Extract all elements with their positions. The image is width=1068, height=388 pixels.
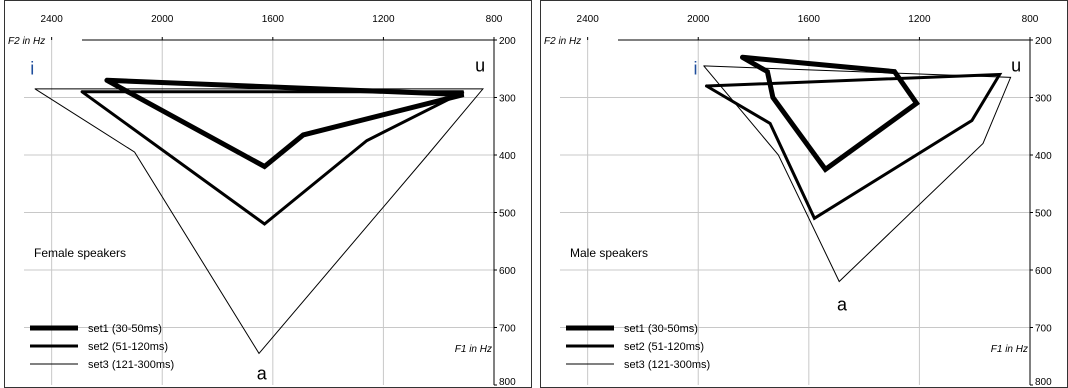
chart-0-vowel-label-i: i	[30, 59, 34, 79]
chart-0-legend-label: set1 (30-50ms)	[88, 323, 162, 335]
chart-0-series-1-line	[104, 77, 465, 170]
chart-1-y-axis-title: F1 in Hz	[991, 344, 1028, 355]
chart-1-y-tick-label: 500	[1035, 209, 1052, 220]
chart-1-y-tick-label: 200	[1035, 36, 1052, 47]
chart-1-legend: set1 (30-50ms) set2 (51-120ms) set3 (121-3…	[566, 323, 710, 371]
chart-0-y-tick-label: 200	[499, 36, 516, 47]
chart-1-vowel-label-u: u	[1011, 56, 1021, 76]
chart-0-x-tick-label: 1200	[372, 14, 395, 25]
chart-1-y-tick-label: 600	[1035, 266, 1052, 277]
chart-0-legend-label: set2 (51-120ms)	[88, 341, 168, 353]
chart-1-vowel-label-a: a	[837, 294, 848, 314]
chart-0-y-tick-label: 300	[499, 94, 516, 105]
chart-0-caption: Female speakers	[34, 246, 126, 260]
chart-1-x-axis-title: F2 in Hz	[544, 36, 581, 47]
chart-0-x-tick-label: 2000	[151, 14, 174, 25]
chart-1-grid	[560, 40, 1030, 385]
chart-0-x-axis-title: F2 in Hz	[8, 36, 45, 47]
chart-0-frame	[4, 0, 532, 388]
chart-1-x-tick-label: 1600	[798, 14, 821, 25]
chart-0-y-axis-title: F1 in Hz	[455, 344, 492, 355]
chart-1-caption: Male speakers	[570, 246, 648, 260]
chart-0-grid	[24, 40, 494, 385]
chart-1-y-tick-label: 700	[1035, 324, 1052, 335]
chart-1-legend-label: set3 (121-300ms)	[624, 359, 710, 371]
female-speakers-chart: 2400 2000 1600 1200 800 200 300 400 500 600 700 800…	[4, 0, 532, 388]
chart-1-vowel-label-i: i	[693, 59, 697, 79]
chart-1-y-tick-label: 300	[1035, 94, 1052, 105]
female-speakers-panel: 2400 2000 1600 1200 800 200 300 400 500 600 700 800…	[4, 0, 532, 388]
chart-0-legend-label: set3 (121-300ms)	[88, 359, 174, 371]
chart-0-vowel-label-u: u	[475, 56, 485, 76]
chart-0-legend: set1 (30-50ms) set2 (51-120ms) set3 (121-3…	[30, 323, 174, 371]
chart-1-x-tick-label: 1200	[908, 14, 931, 25]
male-speakers-panel: 2400 2000 1600 1200 800 200 300 400 500 600 700 800…	[540, 0, 1068, 388]
chart-1-legend-label: set2 (51-120ms)	[624, 341, 704, 353]
chart-1-series-3-line	[703, 65, 1012, 283]
chart-0-y-tick-label: 800	[499, 377, 516, 388]
chart-1-legend-label: set1 (30-50ms)	[624, 323, 698, 335]
chart-0-x-tick-label: 1600	[262, 14, 285, 25]
chart-0-y-tick-label: 700	[499, 324, 516, 335]
chart-1-x-tick-label: 2400	[577, 14, 600, 25]
chart-0-vowel-label-a: a	[257, 363, 268, 383]
chart-0-y-tick-label: 400	[499, 151, 516, 162]
chart-1-x-tick-label: 2000	[687, 14, 710, 25]
chart-0-x-tick-label: 2400	[41, 14, 64, 25]
chart-0-x-tick-label: 800	[486, 14, 503, 25]
male-speakers-chart: 2400 2000 1600 1200 800 200 300 400 500 600 700 800…	[540, 0, 1068, 388]
chart-0-series-2-line	[80, 90, 465, 226]
chart-1-series-2-line	[705, 72, 1003, 221]
chart-0-y-tick-label: 500	[499, 209, 516, 220]
chart-0-series-3-line	[34, 88, 484, 355]
chart-1-series-1-line	[740, 54, 921, 173]
chart-1-x-tick-label: 800	[1022, 14, 1039, 25]
chart-0-y-tick-label: 600	[499, 266, 516, 277]
chart-1-y-tick-label: 800	[1035, 377, 1052, 388]
chart-1-y-tick-label: 400	[1035, 151, 1052, 162]
